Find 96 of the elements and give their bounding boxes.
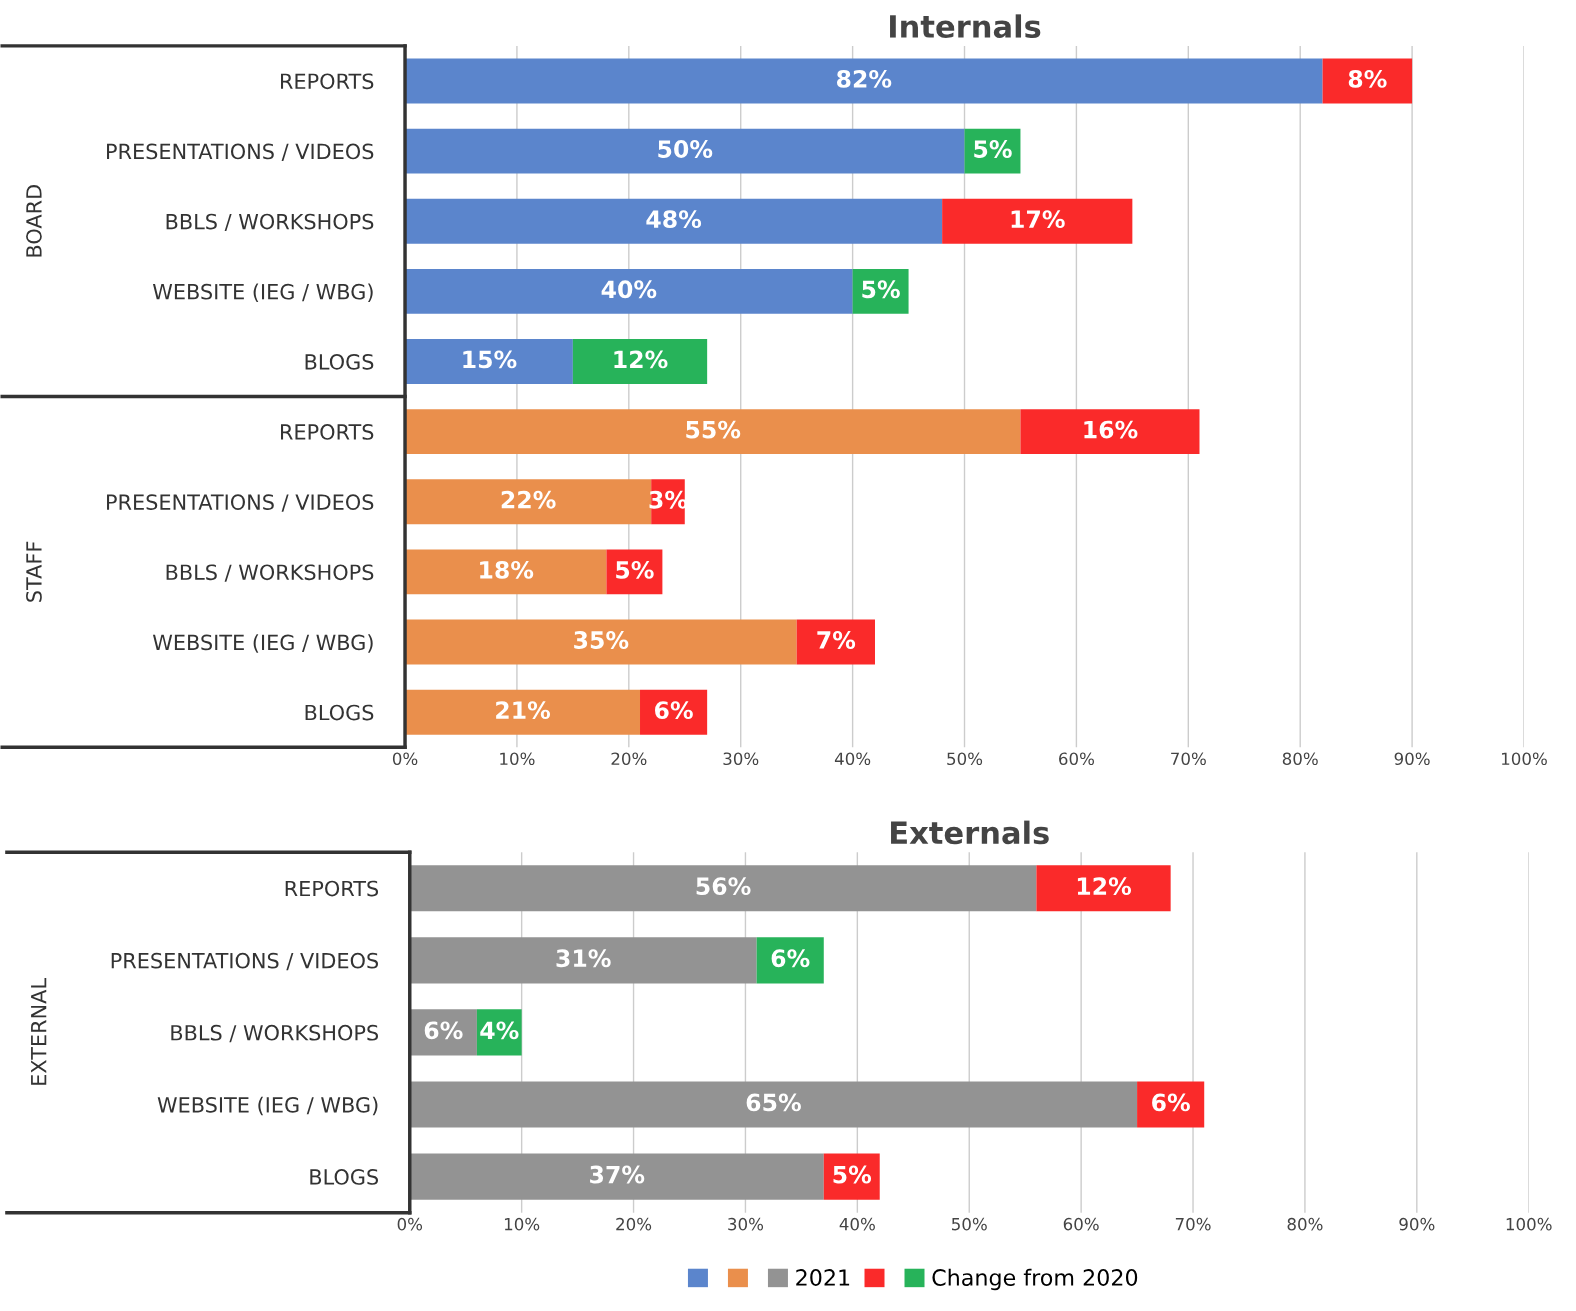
- chart-title: Internals: [890, 14, 1041, 38]
- text: EXTERNAL: [31, 978, 47, 1085]
- data-label: 55%: [686, 420, 741, 439]
- y-tick-label: BLOGS: [305, 353, 374, 370]
- data-label: 5%: [974, 140, 1012, 158]
- y-tick-label: PRESENTATIONS / VIDEOS: [107, 494, 374, 512]
- x-tick-label: 100%: [1506, 1217, 1552, 1231]
- bar: [405, 689, 641, 735]
- bar: [405, 549, 607, 595]
- data-label: 5%: [862, 280, 900, 299]
- data-label: 37%: [590, 1165, 645, 1184]
- x-tick-label: 80%: [1287, 1217, 1323, 1231]
- bar: [942, 198, 1133, 244]
- data-label: 40%: [601, 280, 657, 299]
- x-tick-label: 50%: [947, 752, 983, 766]
- data-label: 35%: [574, 631, 629, 649]
- y-tick-label: BLOGS: [305, 704, 374, 721]
- bar: [405, 128, 965, 174]
- y-tick-label: BBLS / WORKSHOPS: [166, 213, 374, 232]
- x-tick-label: 40%: [839, 1217, 875, 1231]
- bar: [572, 339, 708, 384]
- x-tick-label: 100%: [1502, 752, 1547, 766]
- data-label: 8%: [1348, 69, 1387, 88]
- data-label: 6%: [771, 949, 810, 968]
- data-label: 12%: [614, 350, 668, 369]
- y-tick-label: BLOGS: [310, 1169, 379, 1185]
- x-tick-label: 90%: [1399, 1217, 1435, 1231]
- chart-title: Externals: [891, 820, 1049, 845]
- bar: [796, 619, 875, 665]
- x-tick-label: 20%: [611, 752, 647, 766]
- y-tick-label: WEBSITE (IEG / WBG): [157, 1096, 378, 1116]
- data-label: 3%: [649, 490, 688, 509]
- data-label: 4%: [480, 1021, 519, 1040]
- y-tick-label: PRESENTATIONS / VIDEOS: [111, 952, 379, 971]
- bar: [405, 198, 943, 244]
- data-label: 65%: [746, 1093, 801, 1112]
- x-tick-label: 60%: [1063, 1217, 1099, 1231]
- x-tick-label: 60%: [1059, 752, 1095, 766]
- bar: [756, 937, 824, 984]
- bar: [409, 1153, 824, 1200]
- data-label: 48%: [646, 210, 702, 229]
- x-tick-label: 0%: [392, 752, 418, 766]
- data-label: 17%: [1011, 210, 1065, 229]
- y-tick-label: REPORTS: [285, 880, 379, 897]
- x-tick-label: 30%: [728, 1217, 764, 1231]
- data-label: 6%: [655, 701, 693, 720]
- data-label: 50%: [658, 140, 713, 158]
- data-label: 21%: [496, 701, 551, 720]
- data-label: 22%: [501, 490, 556, 509]
- bar: [405, 409, 1021, 455]
- bar: [405, 268, 853, 314]
- data-label: 18%: [480, 560, 534, 579]
- y-tick-label: BBLS / WORKSHOPS: [166, 564, 374, 582]
- data-label: 82%: [836, 69, 892, 88]
- x-tick-label: 80%: [1282, 752, 1318, 766]
- data-label: 6%: [1152, 1093, 1190, 1112]
- y-tick-label: PRESENTATIONS / VIDEOS: [107, 143, 374, 161]
- y-tick-label: BBLS / WORKSHOPS: [171, 1024, 379, 1043]
- x-tick-label: 50%: [952, 1217, 987, 1231]
- data-label: 5%: [616, 560, 654, 579]
- data-label: 31%: [556, 949, 611, 968]
- bar: [1036, 865, 1171, 912]
- x-tick-label: 90%: [1394, 752, 1430, 766]
- bar: [640, 689, 708, 735]
- data-label: 7%: [817, 631, 856, 649]
- legend-label: Change from 2020: [932, 1268, 1138, 1291]
- bar: [405, 58, 1323, 104]
- bar: [405, 619, 797, 665]
- data-label: 5%: [833, 1165, 872, 1184]
- x-tick-label: 10%: [500, 752, 535, 766]
- bar: [409, 1081, 1138, 1128]
- data-label: 15%: [463, 350, 517, 369]
- legend-label: 2021: [796, 1269, 850, 1286]
- data-label: 12%: [1077, 877, 1132, 896]
- text: BOARD: [26, 185, 42, 257]
- data-label: 16%: [1084, 420, 1138, 439]
- bar: [1322, 58, 1413, 104]
- bar: [405, 339, 573, 384]
- y-tick-label: WEBSITE (IEG / WBG): [152, 634, 373, 653]
- data-label: 56%: [696, 877, 751, 896]
- bar: [409, 865, 1037, 912]
- x-tick-label: 70%: [1175, 1217, 1211, 1231]
- bar: [409, 937, 757, 984]
- text: STAFF: [26, 541, 42, 602]
- x-tick-label: 10%: [504, 1217, 540, 1231]
- data-label: 6%: [424, 1021, 463, 1040]
- x-tick-label: 70%: [1171, 752, 1206, 766]
- x-tick-label: 30%: [723, 752, 759, 766]
- bar: [1137, 1081, 1205, 1128]
- x-tick-label: 0%: [397, 1217, 423, 1231]
- y-tick-label: REPORTS: [281, 73, 374, 90]
- y-tick-label: REPORTS: [281, 424, 374, 440]
- x-tick-label: 40%: [834, 752, 871, 766]
- x-tick-label: 20%: [616, 1217, 652, 1231]
- y-tick-label: WEBSITE (IEG / WBG): [152, 283, 373, 303]
- bar: [1020, 409, 1200, 455]
